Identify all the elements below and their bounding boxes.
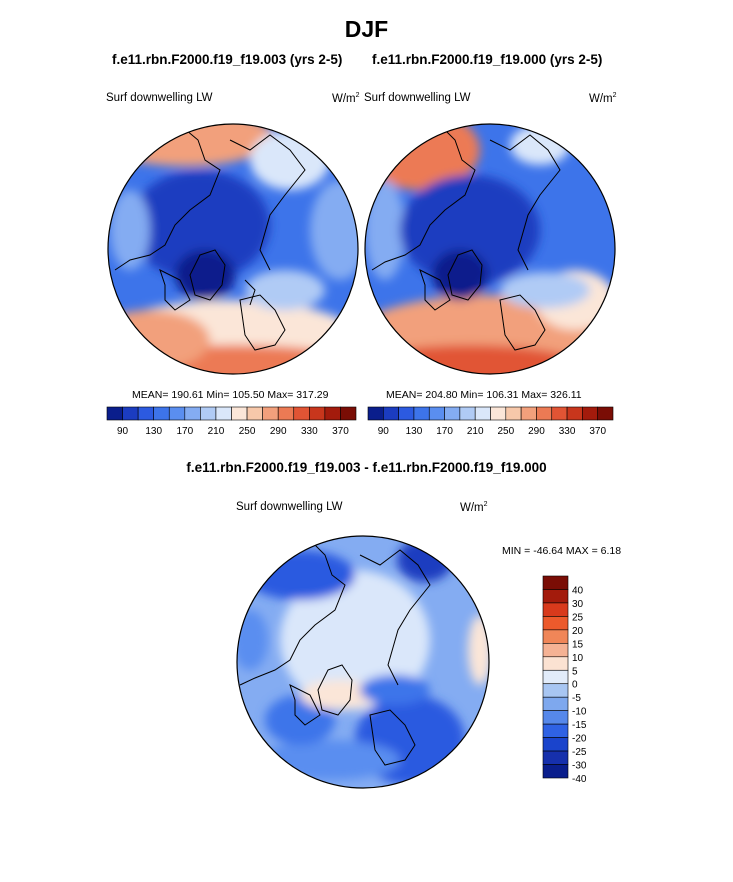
colorbar-swatch [536, 406, 553, 421]
colorbar-swatch [551, 406, 568, 421]
colorbar-swatch [444, 406, 461, 421]
panel-3-variable-label: Surf downwelling LW [236, 501, 343, 513]
colorbar-diff: 40 30 25 20 15 10 5 0 -5 -10 -15 -20 -25 -30 -40 [542, 575, 587, 785]
colorbar-swatch [542, 737, 569, 752]
colorbar-tick-label: -30 [572, 761, 587, 772]
colorbar-swatch [542, 589, 569, 604]
colorbar-swatch [542, 602, 569, 617]
colorbar-swatch [542, 656, 569, 671]
colorbar-swatch [542, 750, 569, 765]
colorbar-swatch [383, 406, 399, 421]
colorbar-tick-label: 170 [176, 426, 193, 437]
panel-1-title: f.e11.rbn.F2000.f19_f19.003 (yrs 2-5) [112, 52, 343, 67]
colorbar-swatch [542, 683, 569, 698]
colorbar-tick-label: 130 [406, 426, 423, 437]
colorbar-tick-label: 25 [572, 612, 584, 623]
panel-2-variable-label: Surf downwelling LW [364, 92, 471, 104]
colorbar-swatch [168, 406, 186, 421]
colorbar-swatch [277, 406, 295, 421]
colorbar-swatch [542, 629, 569, 644]
colorbar-swatch [490, 406, 507, 421]
panel-1-stats: MEAN= 190.61 Min= 105.50 Max= 317.29 [132, 389, 329, 401]
colorbar-tick-label: -15 [572, 720, 587, 731]
colorbar-tick-label: 30 [572, 599, 584, 610]
colorbar-swatch [459, 406, 476, 421]
colorbar-tick-label: 330 [301, 426, 318, 437]
colorbar-swatch [137, 406, 154, 421]
colorbar-tick-label: 20 [572, 626, 584, 637]
colorbar-swatch [542, 764, 569, 779]
colorbar-tick-label: 290 [270, 426, 287, 437]
colorbar-swatch [474, 406, 491, 421]
colorbar-tick-label: 330 [559, 426, 576, 437]
panel-3-stats: MIN = -46.64 MAX = 6.18 [502, 545, 622, 557]
panel-3-map [236, 535, 490, 789]
colorbar-swatch [293, 406, 310, 421]
panel-1-variable-label: Surf downwelling LW [106, 92, 213, 104]
colorbar-swatch [505, 406, 522, 421]
colorbar-tick-label: 250 [497, 426, 514, 437]
colorbar-swatch [520, 406, 537, 421]
colorbar-swatch [398, 406, 415, 421]
colorbar-tick-label: 210 [208, 426, 225, 437]
colorbar-swatch [582, 406, 598, 421]
colorbar-tick-label: 90 [378, 426, 390, 437]
panel-2-stats: MEAN= 204.80 Min= 106.31 Max= 326.11 [386, 389, 582, 401]
colorbar-tick-label: 250 [239, 426, 256, 437]
panel-2-map [364, 123, 616, 375]
colorbar-swatch [428, 406, 445, 421]
colorbar-panel-1: 90 130 170 210 250 290 330 370 [106, 406, 357, 437]
colorbar-swatch [200, 406, 217, 421]
panel-3-units: W/m2 [460, 501, 488, 514]
colorbar-tick-label: 130 [145, 426, 162, 437]
colorbar-swatch [309, 406, 326, 421]
colorbar-swatch [106, 406, 123, 421]
colorbar-swatch [367, 406, 384, 421]
colorbar-tick-label: 210 [467, 426, 484, 437]
colorbar-tick-label: 90 [117, 426, 129, 437]
colorbar-tick-label: 15 [572, 639, 584, 650]
colorbar-tick-label: 170 [436, 426, 453, 437]
colorbar-swatch [340, 406, 357, 421]
colorbar-swatch [542, 575, 569, 590]
colorbar-tick-label: 370 [332, 426, 349, 437]
panel-1-map [107, 123, 359, 375]
colorbar-tick-label: -20 [572, 734, 587, 745]
colorbar-tick-label: -10 [572, 707, 587, 718]
colorbar-tick-label: -5 [572, 693, 581, 704]
panel-2-title: f.e11.rbn.F2000.f19_f19.000 (yrs 2-5) [372, 52, 603, 67]
figure-title: DJF [344, 16, 389, 42]
colorbar-swatch [566, 406, 583, 421]
colorbar-swatch [246, 406, 263, 421]
colorbar-swatch [153, 406, 170, 421]
colorbar-tick-label: 40 [572, 585, 584, 596]
colorbar-tick-label: 5 [572, 666, 578, 677]
colorbar-swatch [184, 406, 201, 421]
colorbar-swatch [597, 406, 614, 421]
colorbar-tick-label: -25 [572, 747, 587, 758]
colorbar-swatch [542, 616, 569, 631]
colorbar-swatch [542, 710, 569, 725]
colorbar-tick-label: 290 [528, 426, 545, 437]
colorbar-tick-label: 370 [589, 426, 606, 437]
colorbar-panel-2: 90 130 170 210 250 290 330 370 [367, 406, 614, 437]
colorbar-swatch [262, 406, 279, 421]
colorbar-swatch [542, 723, 569, 738]
panel-3-title: f.e11.rbn.F2000.f19_f19.003 - f.e11.rbn.… [186, 460, 547, 475]
colorbar-tick-label: 0 [572, 680, 578, 691]
colorbar-swatch [324, 406, 341, 421]
colorbar-tick-label: 10 [572, 653, 584, 664]
panel-2-units: W/m2 [589, 92, 617, 105]
colorbar-swatch [542, 696, 569, 711]
panel-1-units: W/m2 [332, 92, 360, 105]
colorbar-swatch [413, 406, 430, 421]
colorbar-swatch [542, 669, 569, 685]
colorbar-tick-label: -40 [572, 774, 587, 785]
colorbar-swatch [122, 406, 139, 421]
colorbar-swatch [542, 643, 569, 658]
colorbar-swatch [231, 406, 248, 421]
colorbar-swatch [215, 406, 232, 421]
